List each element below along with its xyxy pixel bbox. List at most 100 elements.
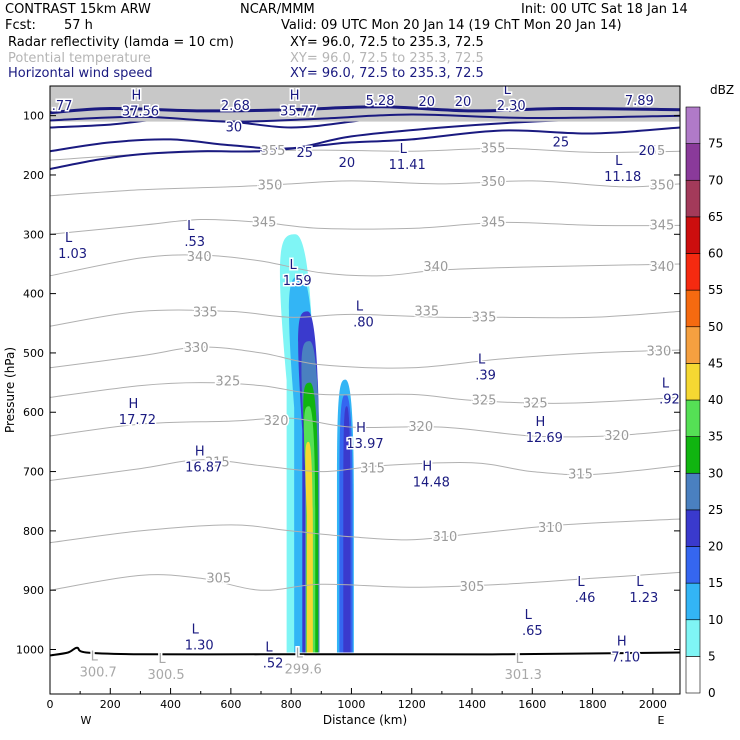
colorbar-swatch-0 xyxy=(685,656,701,694)
colorbar-swatch-55 xyxy=(685,253,701,291)
colorbar-level-label: 70 xyxy=(708,173,723,187)
theta-contour-315 xyxy=(50,459,680,481)
extremum-kind: H xyxy=(290,89,300,104)
extremum-value: .65 xyxy=(522,624,543,639)
x-tick-label: 2000 xyxy=(639,698,667,711)
theta-contours xyxy=(50,147,680,591)
y-tick-label: 500 xyxy=(23,347,44,360)
extremum-kind: L xyxy=(187,219,195,234)
wind-label: 30 xyxy=(226,121,243,136)
extremum-kind: L xyxy=(356,299,364,314)
extremum-value: 14.48 xyxy=(413,475,450,490)
colorbar-level-label: 30 xyxy=(708,466,723,480)
theta-label: 330 xyxy=(184,341,209,356)
extremum-kind: L xyxy=(65,231,73,246)
extremum-kind: L xyxy=(662,376,670,391)
extremum-value: 5.28 xyxy=(366,94,395,109)
extremum-kind: L xyxy=(478,353,486,368)
theta-contour-340 xyxy=(50,254,680,277)
y-tick-label: 400 xyxy=(23,288,44,301)
colorbar-swatch-60 xyxy=(685,216,701,254)
field-reflectivity-xy: XY= 96.0, 72.5 to 235.3, 72.5 xyxy=(290,35,484,50)
wind-contour-20 xyxy=(50,126,680,170)
x-axis-east-label: E xyxy=(658,714,665,727)
contour-labels: 305 305 310 310 315 315 315 320 320 320 325 325 325 3… xyxy=(50,83,680,685)
theta-contour-350 xyxy=(50,180,680,197)
theta-label: 310 xyxy=(432,530,457,545)
y-tick-label: 300 xyxy=(23,228,44,241)
theta-label: 330 xyxy=(646,345,671,360)
theta-label: 335 xyxy=(193,306,218,321)
theta-label: 350 xyxy=(481,175,506,190)
extremum-kind: H xyxy=(535,415,545,430)
theta-label: 320 xyxy=(604,429,629,444)
plot-area: 305 305 310 310 315 315 315 320 320 320 325 325 325 3… xyxy=(49,83,681,695)
extremum-value: 37.56 xyxy=(122,105,159,120)
colorbar-swatch-15 xyxy=(685,546,701,584)
theta-label: 315 xyxy=(360,462,385,477)
valid-time: Valid: 09 UTC Mon 20 Jan 14 (19 ChT Mon … xyxy=(281,18,622,33)
colorbar-level-label: 35 xyxy=(708,430,723,444)
reflectivity-cell-west-40dbz xyxy=(305,441,313,653)
y-tick-label: 1000 xyxy=(16,644,44,657)
x-axis-label: Distance (km) xyxy=(323,713,407,727)
theta-contour-320 xyxy=(50,417,680,438)
colorbar-level-label: 65 xyxy=(708,210,723,224)
extremum-kind: L xyxy=(504,83,512,98)
extremum-value: 7.89 xyxy=(625,94,654,109)
x-tick-label: 600 xyxy=(220,698,241,711)
x-tick-label: 1800 xyxy=(579,698,607,711)
extremum-kind: L xyxy=(400,142,408,157)
extremum-kind: H xyxy=(132,89,142,104)
y-tick-label: 800 xyxy=(23,525,44,538)
theta-label: 350 xyxy=(258,179,283,194)
extremum-value: 1.23 xyxy=(629,591,658,606)
y-axis-label: Pressure (hPa) xyxy=(3,347,17,433)
field-theta-xy: XY= 96.0, 72.5 to 235.3, 72.5 xyxy=(290,51,484,66)
theta-label: 345 xyxy=(481,215,506,230)
extremum-kind: L xyxy=(615,154,623,169)
theta-label: 355 xyxy=(261,144,286,159)
upper-wind-contour-b xyxy=(50,113,680,123)
extremum-kind: L xyxy=(577,575,585,590)
colorbar-level-label: 15 xyxy=(708,576,723,590)
extremum-value: 13.97 xyxy=(346,437,383,452)
theta-contour-330 xyxy=(50,346,680,369)
colorbar-level-label: 0 xyxy=(708,686,716,700)
colorbar-level-label: 20 xyxy=(708,540,723,554)
theta-label: 340 xyxy=(423,260,448,275)
extremum-kind: L xyxy=(525,608,533,623)
theta-contour-310 xyxy=(50,518,680,544)
extremum-kind: H xyxy=(195,445,205,460)
extremum-value: 1.03 xyxy=(58,247,87,262)
field-wind-name: Horizontal wind speed xyxy=(8,66,153,81)
colorbar: dBZ 0 5 10 15 20 25 30 35 40 45 50 55 60 65 70 75 xyxy=(685,83,734,700)
theta-contour-345 xyxy=(50,218,680,235)
colorbar-level-label: 10 xyxy=(708,613,723,627)
colorbar-level-label: 45 xyxy=(708,356,723,370)
extremum-value: 299.6 xyxy=(285,662,322,677)
extremum-value: 301.3 xyxy=(505,668,542,683)
extremum-kind: L xyxy=(636,575,644,590)
upper-wind-contour-a xyxy=(50,105,680,115)
theta-label: 355 xyxy=(640,144,665,159)
field-reflectivity-name: Radar reflectivity (lamda = 10 cm) xyxy=(8,35,234,50)
y-tick-label: 700 xyxy=(23,466,44,479)
colorbar-swatch-40 xyxy=(685,363,701,401)
colorbar-swatch-65 xyxy=(685,179,701,218)
colorbar-level-label: 25 xyxy=(708,503,723,517)
extremum-value: .52 xyxy=(263,656,284,671)
colorbar-level-label: 60 xyxy=(708,247,723,261)
theta-label: 345 xyxy=(252,215,277,230)
extremum-value: 2.30 xyxy=(497,99,526,114)
theta-label: 340 xyxy=(649,260,674,275)
reflectivity-cell-east-20dbz xyxy=(343,406,351,653)
extremum-value: 35.77 xyxy=(280,105,317,120)
extremum-value: 300.5 xyxy=(147,668,184,683)
colorbar-swatch-70 xyxy=(685,143,701,181)
center-label: NCAR/MMM xyxy=(240,2,315,17)
field-wind-xy: XY= 96.0, 72.5 to 235.3, 72.5 xyxy=(290,66,484,81)
extremum-kind: L xyxy=(158,652,166,667)
theta-label: 350 xyxy=(649,179,674,194)
extremum-kind: L xyxy=(265,640,273,655)
